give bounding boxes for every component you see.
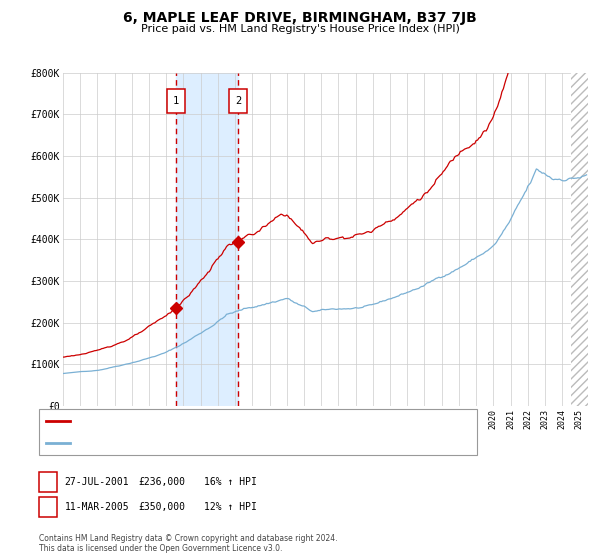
Text: 1: 1 <box>45 477 51 487</box>
Text: Contains HM Land Registry data © Crown copyright and database right 2024.
This d: Contains HM Land Registry data © Crown c… <box>39 534 337 553</box>
Text: £236,000: £236,000 <box>138 477 185 487</box>
Text: HPI: Average price, detached house, Solihull: HPI: Average price, detached house, Soli… <box>75 438 306 448</box>
Text: 6, MAPLE LEAF DRIVE, BIRMINGHAM, B37 7JB (detached house): 6, MAPLE LEAF DRIVE, BIRMINGHAM, B37 7JB… <box>75 417 374 426</box>
Text: 12% ↑ HPI: 12% ↑ HPI <box>204 502 257 512</box>
Bar <box>571 73 588 406</box>
Text: Price paid vs. HM Land Registry's House Price Index (HPI): Price paid vs. HM Land Registry's House … <box>140 24 460 34</box>
Text: 2: 2 <box>45 502 51 512</box>
Text: 6, MAPLE LEAF DRIVE, BIRMINGHAM, B37 7JB: 6, MAPLE LEAF DRIVE, BIRMINGHAM, B37 7JB <box>123 11 477 25</box>
Text: 2: 2 <box>235 96 242 106</box>
Bar <box>176 73 238 406</box>
Text: 16% ↑ HPI: 16% ↑ HPI <box>204 477 257 487</box>
Text: 27-JUL-2001: 27-JUL-2001 <box>65 477 130 487</box>
Text: 1: 1 <box>173 96 179 106</box>
Text: £350,000: £350,000 <box>138 502 185 512</box>
Text: 11-MAR-2005: 11-MAR-2005 <box>65 502 130 512</box>
Bar <box>571 73 588 406</box>
